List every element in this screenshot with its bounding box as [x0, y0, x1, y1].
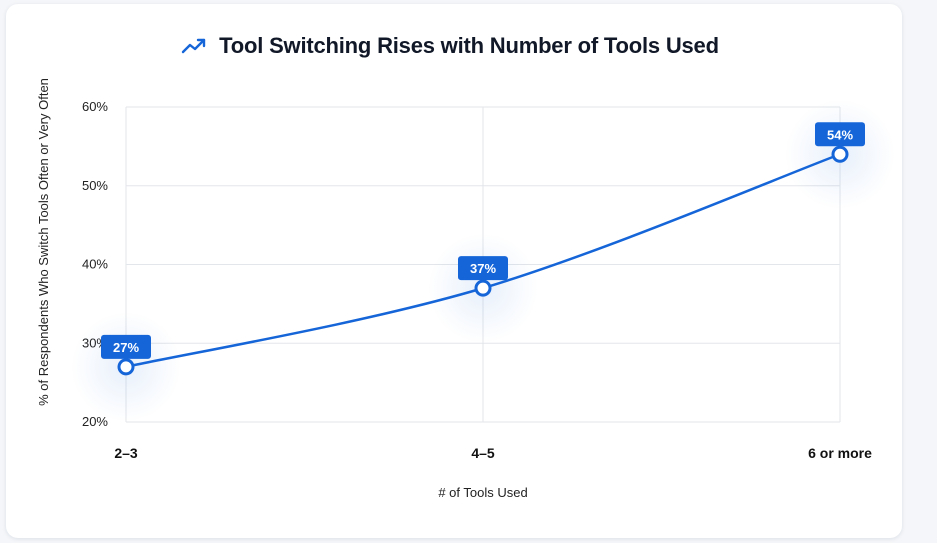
data-label-text: 27%: [113, 340, 139, 355]
data-point[interactable]: [831, 145, 849, 163]
data-label-text: 37%: [470, 261, 496, 276]
data-label-box: [101, 334, 151, 359]
x-tick-label: 6 or more: [808, 445, 872, 461]
y-tick-label: 60%: [82, 99, 108, 114]
y-tick-label: 40%: [82, 257, 108, 272]
x-axis-label: # of Tools Used: [438, 485, 527, 500]
y-axis-label: % of Respondents Who Switch Tools Often …: [36, 78, 51, 406]
data-label-box: [458, 256, 508, 281]
trending-up-icon: [181, 37, 207, 55]
data-point[interactable]: [474, 279, 492, 297]
data-label-text: 54%: [827, 127, 853, 142]
data-label-box: [815, 122, 865, 147]
y-tick-label: 50%: [82, 178, 108, 193]
data-label: 54%: [815, 122, 865, 147]
data-label: 37%: [458, 256, 508, 281]
data-label: 27%: [101, 334, 151, 359]
chart-header: Tool Switching Rises with Number of Tool…: [0, 28, 900, 64]
x-tick-label: 2–3: [114, 445, 138, 461]
data-point[interactable]: [117, 358, 135, 376]
y-tick-label: 20%: [82, 414, 108, 429]
chart-title: Tool Switching Rises with Number of Tool…: [219, 33, 719, 58]
x-tick-label: 4–5: [471, 445, 495, 461]
